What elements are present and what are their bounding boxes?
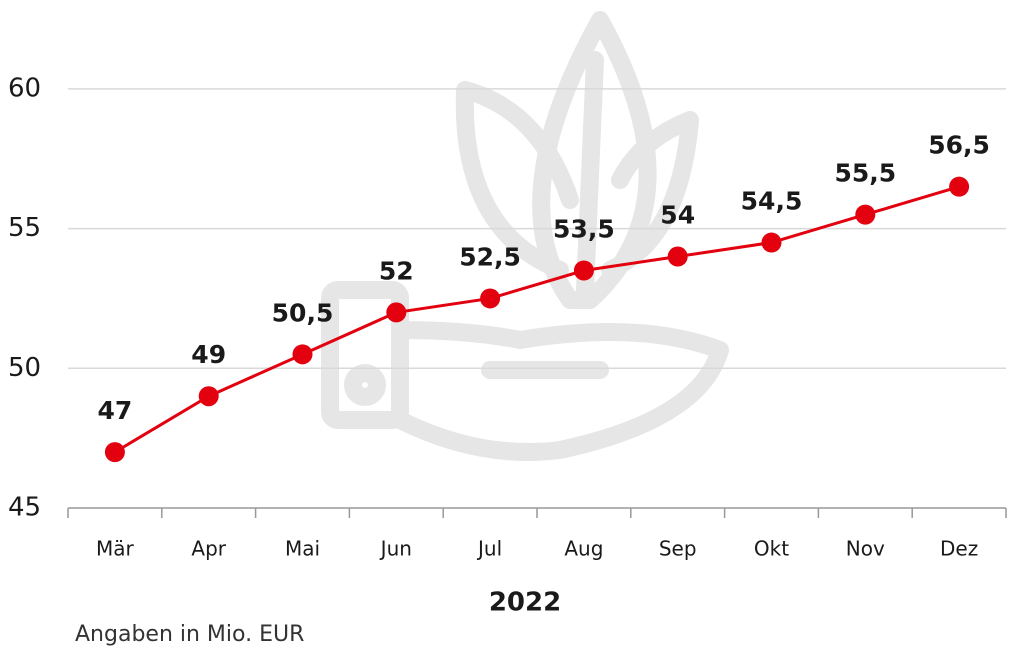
point xyxy=(574,261,594,281)
chart: 2022 Angaben in Mio. EUR 45 50 55 60 Mär Apr M… xyxy=(0,0,1012,650)
data-label: 56,5 xyxy=(928,131,990,160)
x-tick-label: Apr xyxy=(191,537,226,561)
data-label: 50,5 xyxy=(272,298,334,327)
point xyxy=(105,442,125,462)
point xyxy=(293,344,313,364)
point xyxy=(855,205,875,225)
watermark-icon xyxy=(330,20,720,452)
data-label: 52 xyxy=(379,256,414,285)
x-tick-label: Jun xyxy=(379,537,412,561)
x-tick-label: Mai xyxy=(285,537,320,561)
data-label: 52,5 xyxy=(459,242,521,271)
x-axis-label: 2022 xyxy=(489,588,561,618)
data-label: 54 xyxy=(660,201,695,230)
y-tick-label: 60 xyxy=(8,73,41,103)
point xyxy=(668,247,688,267)
y-tick-label: 55 xyxy=(8,213,41,243)
x-tick-label: Aug xyxy=(564,537,603,561)
x-tick-label: Sep xyxy=(659,537,697,561)
x-tick-label: Mär xyxy=(96,537,135,561)
y-tick-label: 45 xyxy=(8,493,41,523)
x-tick-label: Dez xyxy=(940,537,978,561)
point xyxy=(949,177,969,197)
point xyxy=(762,233,782,253)
x-tick-label: Nov xyxy=(846,537,885,561)
data-label: 47 xyxy=(98,396,133,425)
y-tick-label: 50 xyxy=(8,353,41,383)
data-label: 55,5 xyxy=(834,159,896,188)
x-tick-label: Jul xyxy=(476,537,502,561)
point xyxy=(480,288,500,308)
x-tick-label: Okt xyxy=(754,537,789,561)
data-label: 53,5 xyxy=(553,215,615,244)
data-label: 49 xyxy=(191,340,226,369)
note: Angaben in Mio. EUR xyxy=(75,622,304,647)
point xyxy=(199,386,219,406)
data-label: 54,5 xyxy=(741,187,803,216)
point xyxy=(386,302,406,322)
